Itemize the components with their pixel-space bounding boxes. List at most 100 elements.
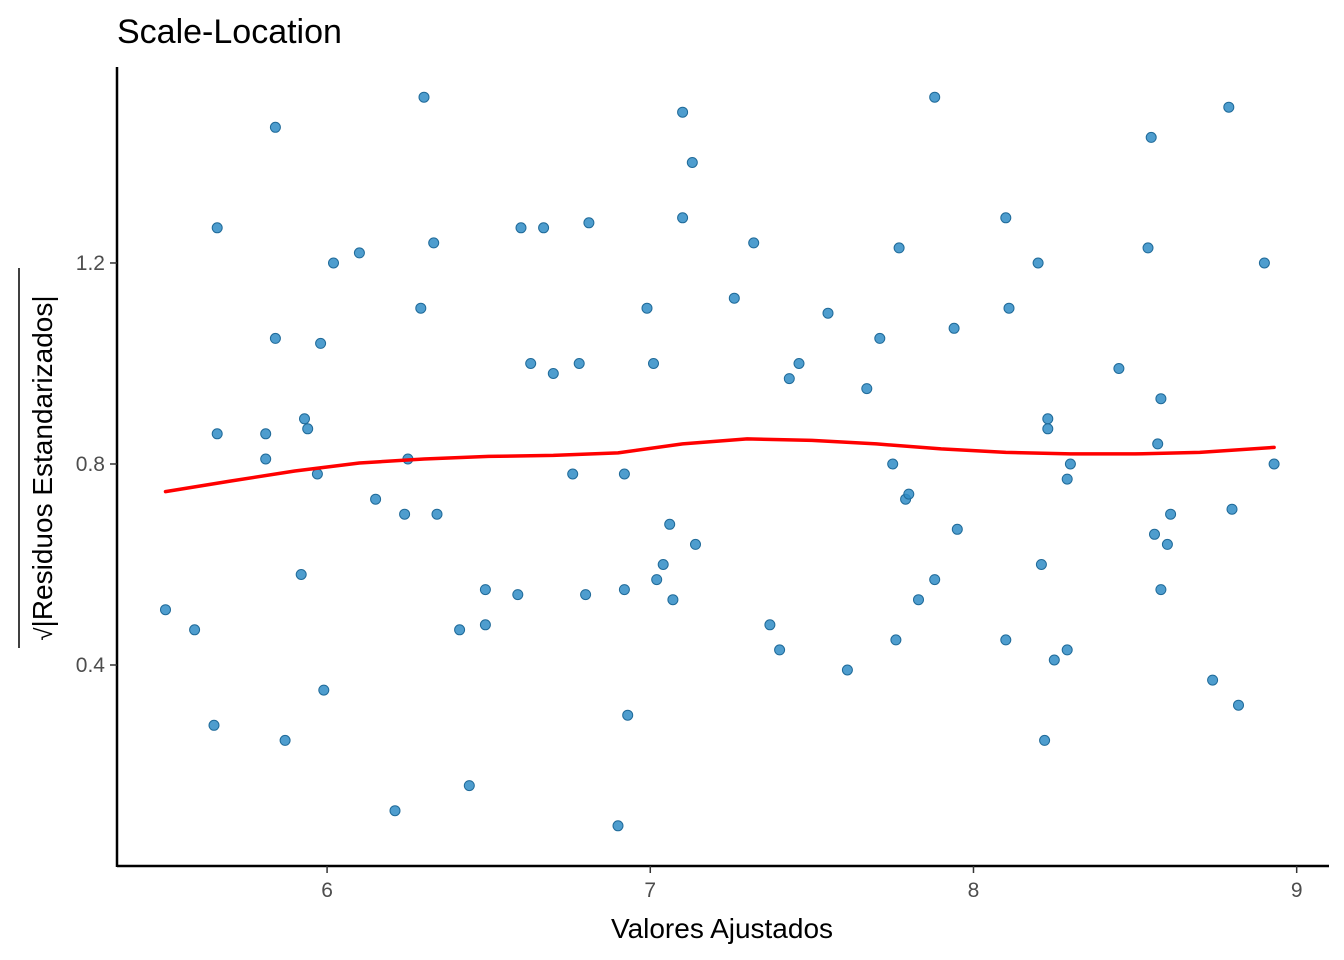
data-point-46	[657, 559, 669, 570]
data-point-70	[929, 91, 941, 103]
data-point-7	[269, 121, 281, 133]
data-point-61	[861, 383, 873, 395]
y-tick-label-0: 0.4	[76, 654, 106, 677]
data-point-74	[1000, 634, 1012, 646]
data-point-93	[1165, 508, 1177, 520]
x-tick-label-0: 6	[321, 879, 333, 902]
data-point-31	[515, 222, 527, 234]
data-point-44	[648, 358, 659, 369]
data-point-13	[311, 468, 323, 480]
data-point-38	[583, 217, 595, 229]
data-point-87	[1145, 131, 1157, 143]
data-point-81	[1048, 654, 1060, 666]
data-point-35	[567, 468, 579, 480]
x-tick-label-2: 8	[968, 879, 980, 902]
data-point-18	[370, 493, 382, 505]
data-point-48	[667, 594, 679, 606]
data-point-78	[1039, 734, 1051, 746]
smooth-line	[163, 437, 1276, 494]
data-point-10	[295, 569, 307, 580]
data-point-67	[903, 488, 915, 500]
data-point-59	[822, 307, 834, 319]
data-point-89	[1152, 438, 1164, 450]
data-point-85	[1113, 363, 1125, 374]
data-point-15	[318, 684, 330, 696]
y-axis-title-text: |Residuos Estandarizados|	[27, 295, 58, 627]
data-point-27	[463, 780, 475, 792]
data-point-42	[622, 709, 634, 721]
data-point-24	[428, 237, 440, 249]
data-point-28	[479, 584, 491, 596]
data-point-95	[1223, 101, 1235, 113]
chart-title: Scale-Location	[117, 13, 342, 51]
data-point-55	[764, 619, 776, 631]
smooth-layer	[163, 437, 1276, 494]
data-point-84	[1064, 458, 1076, 470]
data-point-25	[431, 508, 443, 520]
data-point-53	[728, 292, 740, 304]
data-point-45	[651, 574, 663, 586]
data-point-16	[328, 257, 339, 269]
data-point-2	[208, 719, 220, 731]
data-point-98	[1258, 257, 1270, 269]
data-point-26	[454, 624, 466, 636]
data-point-97	[1233, 699, 1244, 711]
data-point-37	[580, 589, 592, 601]
data-point-91	[1155, 584, 1167, 596]
data-point-64	[890, 634, 902, 646]
points-layer	[160, 91, 1280, 832]
data-point-43	[641, 302, 653, 314]
data-point-73	[1000, 212, 1012, 224]
data-point-79	[1042, 413, 1054, 425]
data-point-72	[951, 523, 963, 535]
data-point-11	[299, 413, 310, 425]
y-axis-title-prefix: √	[31, 627, 58, 641]
data-point-47	[664, 518, 676, 530]
data-point-0	[160, 604, 171, 616]
data-point-92	[1161, 538, 1173, 550]
data-point-51	[686, 157, 698, 168]
data-point-65	[893, 242, 905, 254]
data-point-22	[415, 302, 427, 314]
data-point-33	[538, 222, 550, 234]
x-ticks: 6 7 8 9	[321, 866, 1303, 902]
data-point-62	[874, 332, 886, 344]
data-point-63	[887, 458, 899, 470]
data-point-68	[913, 594, 924, 606]
data-point-50	[677, 212, 689, 224]
x-tick-label-1: 7	[644, 879, 656, 902]
data-point-1	[189, 624, 201, 636]
data-point-49	[677, 106, 689, 118]
data-point-34	[547, 368, 559, 379]
data-point-82	[1061, 644, 1073, 656]
data-point-76	[1032, 257, 1044, 269]
y-tick-label-2: 1.2	[76, 252, 105, 275]
data-point-20	[399, 508, 411, 520]
x-tick-label-3: 9	[1291, 879, 1303, 902]
data-point-23	[418, 91, 430, 103]
data-point-88	[1149, 528, 1160, 540]
data-point-12	[302, 423, 314, 435]
data-point-19	[389, 805, 401, 817]
data-point-57	[783, 373, 795, 385]
data-point-99	[1268, 458, 1280, 470]
data-point-39	[612, 820, 624, 832]
data-point-94	[1207, 674, 1219, 686]
data-point-5	[260, 428, 272, 440]
data-point-32	[525, 358, 537, 369]
data-point-54	[748, 237, 760, 249]
data-point-71	[948, 322, 960, 334]
data-point-56	[774, 644, 786, 656]
data-point-14	[315, 337, 327, 349]
data-point-9	[279, 734, 291, 746]
data-point-17	[353, 247, 365, 259]
data-point-80	[1042, 423, 1054, 435]
y-axis-title-group: √|Residuos Estandarizados|	[27, 295, 58, 640]
data-point-60	[841, 664, 853, 676]
x-axis-title: Valores Ajustados	[611, 913, 833, 944]
y-axis-title: √|Residuos Estandarizados|	[27, 295, 58, 640]
data-point-77	[1035, 559, 1047, 570]
data-point-52	[690, 538, 701, 550]
data-point-8	[269, 332, 281, 344]
